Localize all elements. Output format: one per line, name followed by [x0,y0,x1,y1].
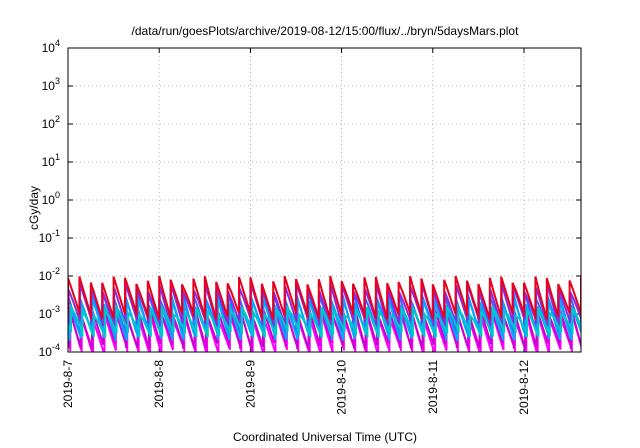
y-tick-label: 10-2 [39,266,60,283]
x-tick-label: 2019-8-7 [61,360,75,408]
y-tick-label: 10-3 [39,304,60,321]
y-tick-label: 10-1 [39,228,60,245]
y-tick-label: 101 [42,152,60,169]
plot-layer: 10-4 10-3 10-2 10-1 100 101 102 103 104 2019-8-7 2… [39,38,582,415]
y-tick-label: 102 [42,114,60,131]
y-tick-label: 100 [42,190,60,207]
plot-frame [67,47,582,353]
series-line [68,275,581,320]
x-tick-label: 2019-8-9 [243,360,257,408]
y-tick-label: 104 [42,38,60,55]
x-tick-label: 2019-8-8 [152,360,166,408]
x-tick-label: 2019-8-10 [335,360,349,415]
x-axis-label: Coordinated Universal Time (UTC) [233,430,417,444]
y-tick-label: 103 [42,76,60,93]
y-axis-label: cGy/day [27,186,41,230]
series-group [68,275,581,352]
chart-title: /data/run/goesPlots/archive/2019-08-12/1… [132,24,520,38]
x-tick-label: 2019-8-12 [517,360,531,415]
series-line [68,303,581,338]
series-line [68,283,581,327]
x-tick-label: 2019-8-11 [426,360,440,414]
y-tick-label: 10-4 [39,342,60,359]
